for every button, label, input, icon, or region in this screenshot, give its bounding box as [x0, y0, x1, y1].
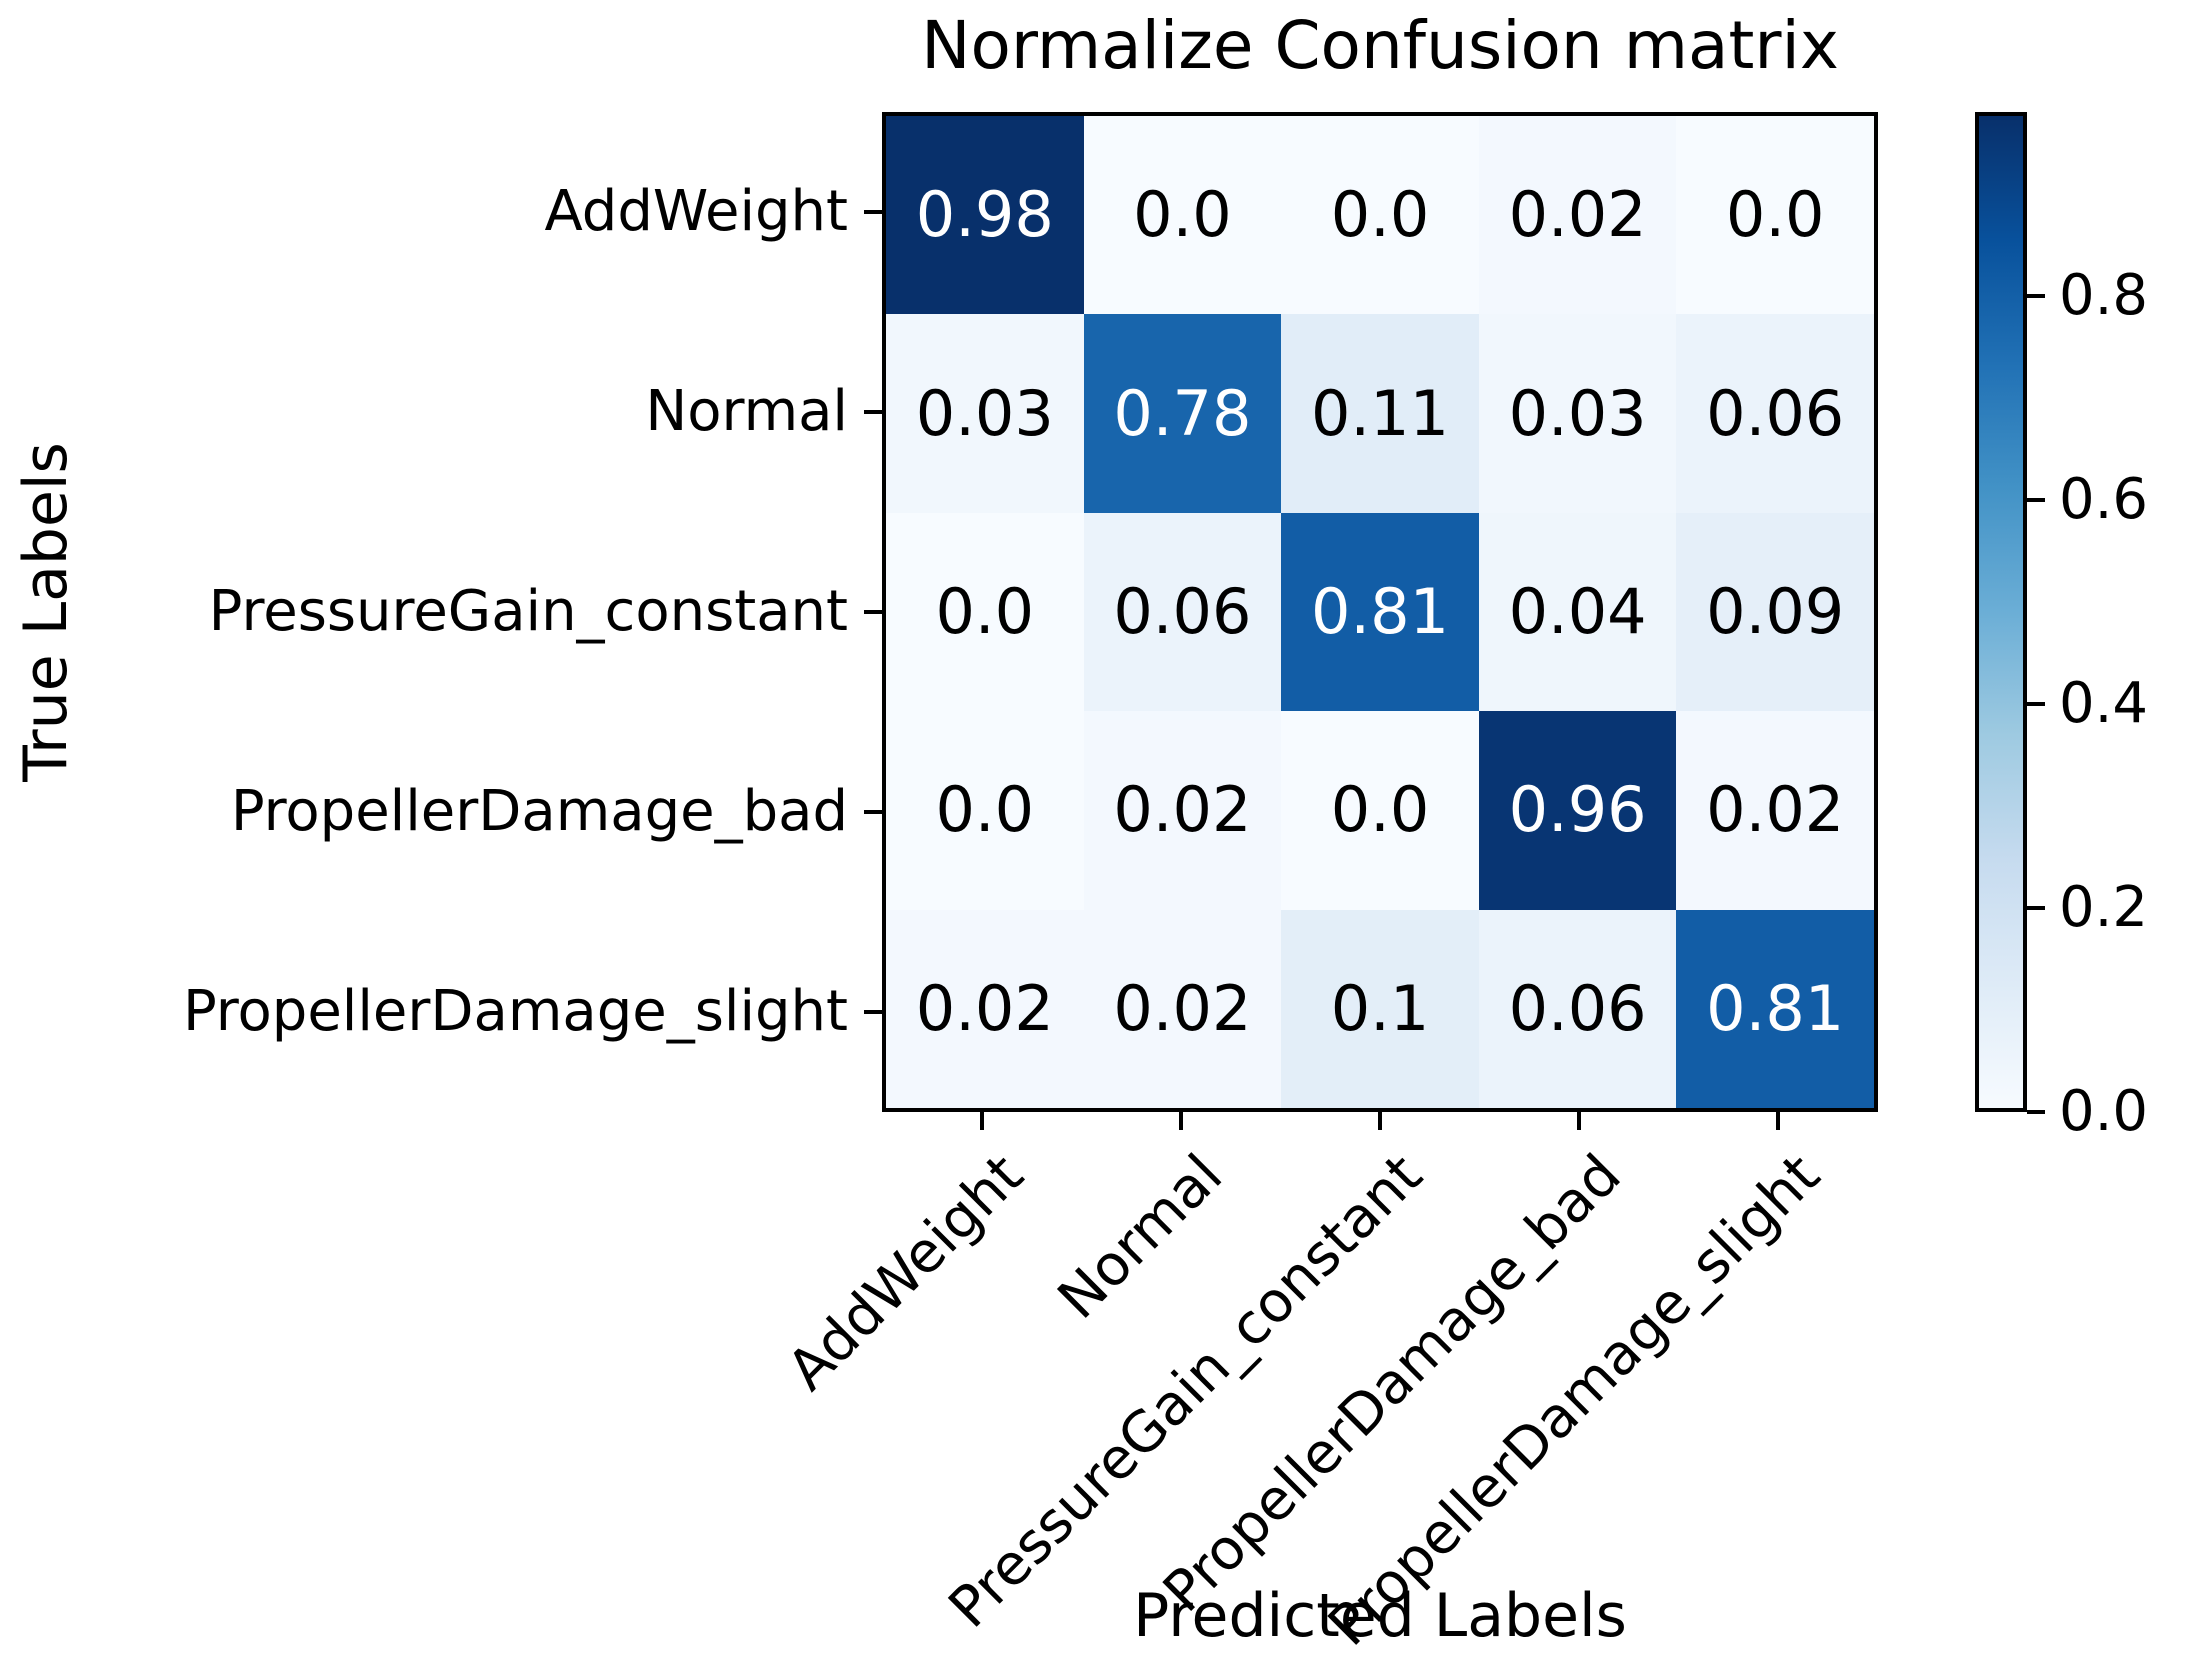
y-tick-label: AddWeight: [544, 179, 848, 244]
heatmap-cell-r2c0: 0.0: [886, 512, 1084, 712]
heatmap-cell-r4c3: 0.06: [1478, 909, 1677, 1108]
heatmap-cell-r0c2: 0.0: [1281, 116, 1479, 315]
heatmap-cell-r1c3: 0.03: [1478, 314, 1677, 513]
colorbar-tick: [2027, 293, 2045, 298]
x-tick: [1577, 1112, 1582, 1130]
colorbar-tick: [2027, 905, 2045, 910]
x-tick: [979, 1112, 984, 1130]
y-tick: [864, 210, 882, 214]
heatmap-cell-r1c4: 0.06: [1676, 314, 1874, 513]
x-tick: [1178, 1112, 1183, 1130]
heatmap-cell-r4c1: 0.02: [1083, 909, 1282, 1108]
y-tick: [864, 810, 882, 814]
colorbar-tick-label: 0.0: [2059, 1079, 2149, 1144]
heatmap-cell-r0c0: 0.98: [886, 116, 1084, 315]
y-tick: [864, 1010, 882, 1014]
x-tick: [1776, 1112, 1781, 1130]
y-tick-label: PropellerDamage_bad: [230, 779, 848, 844]
x-tick-label: Normal: [1045, 1142, 1236, 1332]
heatmap-matrix: 0.98 0.0 0.0 0.02 0.0 0.03 0.78 0.11 0.03 0.06 0.0…: [882, 112, 1878, 1112]
colorbar-tick-label: 0.8: [2059, 262, 2149, 328]
heatmap-cell-r3c3: 0.96: [1478, 711, 1677, 910]
y-tick: [864, 610, 882, 614]
heatmap-cell-r3c1: 0.02: [1083, 711, 1282, 910]
heatmap-cell-r0c4: 0.0: [1676, 116, 1874, 315]
heatmap-cell-r4c4: 0.81: [1676, 909, 1874, 1108]
heatmap-cell-r3c2: 0.0: [1281, 711, 1479, 910]
heatmap-cell-r0c3: 0.02: [1478, 116, 1677, 315]
y-tick-label: Normal: [645, 379, 848, 444]
heatmap-cell-r1c1: 0.78: [1083, 314, 1282, 513]
chart-title: Normalize Confusion matrix: [921, 7, 1839, 84]
x-axis-label: Predicted Labels: [1133, 1581, 1627, 1651]
heatmap-cell-r2c1: 0.06: [1083, 512, 1282, 712]
heatmap-cell-r2c4: 0.09: [1676, 512, 1874, 712]
colorbar-tick-label: 0.4: [2059, 670, 2149, 736]
heatmap-cell-r2c3: 0.04: [1478, 512, 1677, 712]
x-tick-label: AddWeight: [775, 1142, 1037, 1404]
heatmap-cell-r3c4: 0.02: [1676, 711, 1874, 910]
colorbar-tick-label: 0.2: [2059, 874, 2149, 940]
heatmap-cell-r1c2: 0.11: [1281, 314, 1479, 513]
heatmap-cell-r3c0: 0.0: [886, 711, 1084, 910]
colorbar: [1975, 112, 2027, 1112]
y-tick-label: PressureGain_constant: [208, 579, 848, 644]
y-tick: [864, 410, 882, 414]
heatmap-cell-r2c2: 0.81: [1281, 512, 1479, 712]
heatmap-cell-r1c0: 0.03: [886, 314, 1084, 513]
heatmap-cell-r0c1: 0.0: [1083, 116, 1282, 315]
y-tick-label: PropellerDamage_slight: [182, 979, 848, 1044]
colorbar-tick-label: 0.6: [2059, 466, 2149, 532]
heatmap-cell-r4c2: 0.1: [1281, 909, 1479, 1108]
heatmap-cell-r4c0: 0.02: [886, 909, 1084, 1108]
colorbar-tick: [2027, 497, 2045, 502]
colorbar-tick: [2027, 1110, 2045, 1114]
x-tick: [1378, 1112, 1382, 1130]
colorbar-tick: [2027, 701, 2045, 706]
y-axis-label: True Labels: [11, 442, 81, 782]
